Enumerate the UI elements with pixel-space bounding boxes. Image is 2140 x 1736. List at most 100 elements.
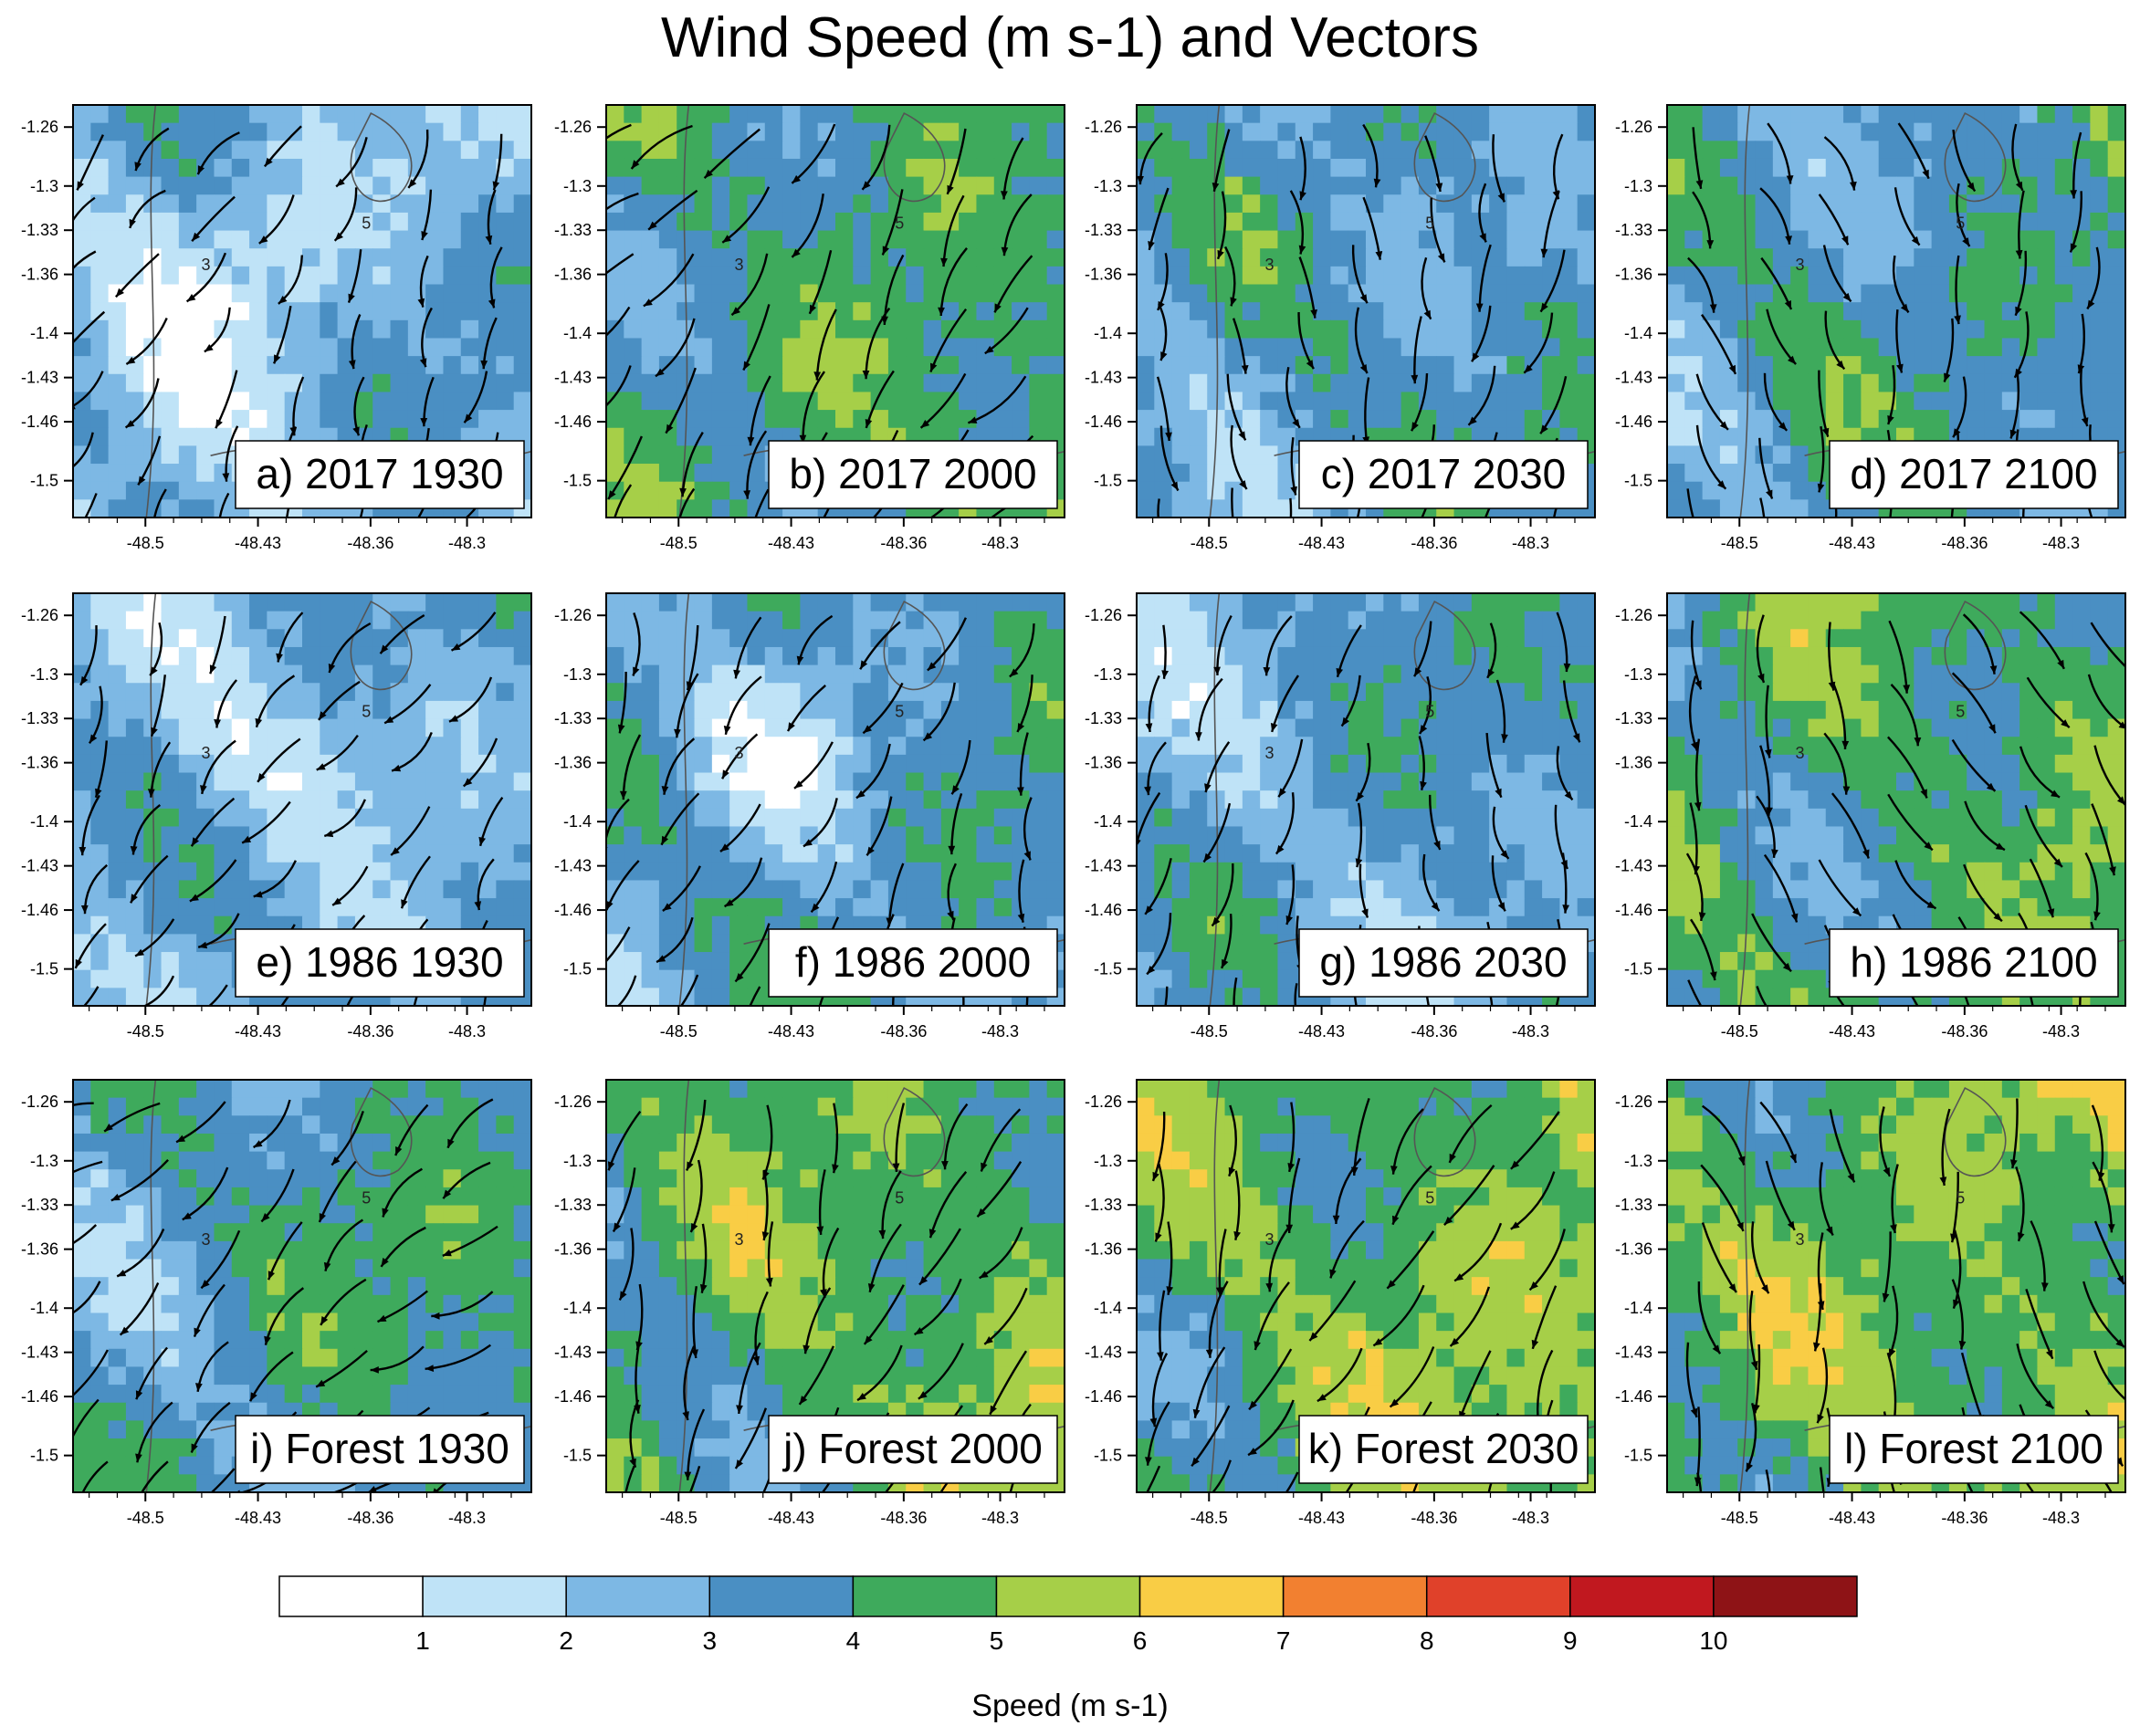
speed-cell bbox=[1453, 772, 1473, 791]
speed-cell bbox=[2037, 194, 2056, 214]
speed-cell bbox=[835, 230, 854, 249]
speed-cell bbox=[1330, 844, 1349, 863]
speed-cell bbox=[641, 862, 660, 882]
speed-cell bbox=[1260, 141, 1279, 160]
speed-cell bbox=[1506, 158, 1526, 178]
speed-cell bbox=[1861, 410, 1880, 429]
wind-vector-head bbox=[492, 181, 500, 191]
speed-cell bbox=[1790, 158, 1810, 178]
speed-cell bbox=[425, 898, 445, 917]
speed-cell bbox=[1046, 141, 1065, 160]
speed-cell bbox=[354, 880, 373, 899]
speed-cell bbox=[125, 700, 144, 720]
speed-cell bbox=[1029, 141, 1048, 160]
speed-cell bbox=[108, 481, 127, 500]
wind-vector-head bbox=[722, 769, 729, 779]
speed-cell bbox=[1348, 230, 1367, 249]
speed-cell bbox=[1453, 373, 1473, 393]
speed-cell bbox=[231, 212, 250, 232]
speed-cell bbox=[1277, 158, 1296, 178]
speed-cell bbox=[906, 844, 925, 863]
speed-cell bbox=[764, 683, 783, 702]
speed-cell bbox=[196, 808, 215, 828]
speed-cell bbox=[1861, 284, 1880, 303]
speed-cell bbox=[1400, 862, 1420, 882]
speed-cell bbox=[460, 664, 479, 684]
speed-cell bbox=[390, 392, 409, 411]
speed-cell bbox=[1931, 176, 1950, 195]
speed-cell bbox=[677, 934, 696, 953]
speed-cell bbox=[231, 302, 250, 321]
speed-cell bbox=[108, 718, 127, 737]
wind-vector-head bbox=[384, 716, 394, 724]
wind-vector-head bbox=[866, 846, 875, 856]
speed-cell bbox=[2107, 212, 2125, 232]
speed-cell bbox=[1277, 122, 1296, 141]
speed-cell bbox=[1171, 141, 1191, 160]
speed-cell bbox=[764, 105, 783, 124]
speed-cell bbox=[1046, 302, 1065, 321]
speed-cell bbox=[817, 700, 836, 720]
speed-cell bbox=[1313, 862, 1331, 882]
speed-cell bbox=[1029, 248, 1048, 267]
speed-cell bbox=[1189, 880, 1208, 899]
speed-cell bbox=[178, 808, 197, 828]
speed-cell bbox=[1772, 356, 1791, 375]
speed-cell bbox=[1772, 248, 1791, 267]
speed-cell bbox=[267, 302, 286, 321]
speed-cell bbox=[302, 230, 320, 249]
wind-vector-head bbox=[1148, 241, 1155, 250]
speed-cell bbox=[1825, 105, 1844, 124]
speed-cell bbox=[125, 862, 144, 882]
speed-cell bbox=[711, 445, 730, 465]
speed-cell bbox=[940, 844, 960, 863]
speed-cell bbox=[1046, 158, 1065, 178]
speed-cell bbox=[90, 392, 110, 411]
speed-cell bbox=[1984, 176, 2003, 195]
speed-cell bbox=[460, 248, 479, 267]
speed-cell bbox=[320, 410, 339, 429]
speed-cell bbox=[1313, 593, 1331, 612]
wind-vector-head bbox=[134, 162, 142, 172]
speed-cell bbox=[1506, 230, 1526, 249]
speed-cell bbox=[1189, 683, 1208, 702]
wind-vector-head bbox=[643, 298, 653, 307]
y-tick-label: -1.36 bbox=[554, 266, 592, 284]
speed-cell bbox=[658, 934, 677, 953]
speed-cell bbox=[372, 629, 392, 648]
speed-cell bbox=[729, 611, 749, 630]
speed-cell bbox=[178, 683, 197, 702]
speed-cell bbox=[906, 611, 925, 630]
wind-vector-head bbox=[399, 531, 408, 539]
speed-cell bbox=[1012, 790, 1030, 810]
speed-cell bbox=[496, 718, 515, 737]
speed-cell bbox=[354, 826, 373, 845]
speed-cell bbox=[764, 248, 783, 267]
speed-cell bbox=[425, 808, 445, 828]
speed-cell bbox=[513, 319, 531, 340]
speed-cell bbox=[214, 266, 233, 286]
speed-cell bbox=[624, 808, 643, 828]
speed-cell bbox=[711, 248, 730, 267]
wind-vector-head bbox=[1241, 365, 1249, 374]
speed-cell bbox=[90, 158, 110, 178]
speed-cell bbox=[993, 862, 1012, 882]
speed-cell bbox=[1400, 700, 1420, 720]
speed-cell bbox=[1506, 284, 1526, 303]
speed-cell bbox=[178, 754, 197, 774]
speed-cell bbox=[1418, 844, 1437, 863]
speed-cell bbox=[800, 194, 819, 214]
speed-cell bbox=[1790, 105, 1810, 124]
y-tick-label: -1.33 bbox=[1615, 221, 1652, 239]
speed-cell bbox=[976, 410, 995, 429]
speed-cell bbox=[923, 611, 942, 630]
speed-cell bbox=[782, 683, 801, 702]
speed-cell bbox=[1559, 338, 1579, 357]
speed-cell bbox=[641, 969, 660, 988]
y-tick-label: -1.36 bbox=[554, 754, 592, 772]
wind-vector-head bbox=[1411, 374, 1419, 384]
wind-vector-head bbox=[348, 293, 355, 303]
speed-cell bbox=[2090, 284, 2109, 303]
speed-cell bbox=[108, 629, 127, 648]
speed-cell bbox=[1224, 176, 1243, 195]
